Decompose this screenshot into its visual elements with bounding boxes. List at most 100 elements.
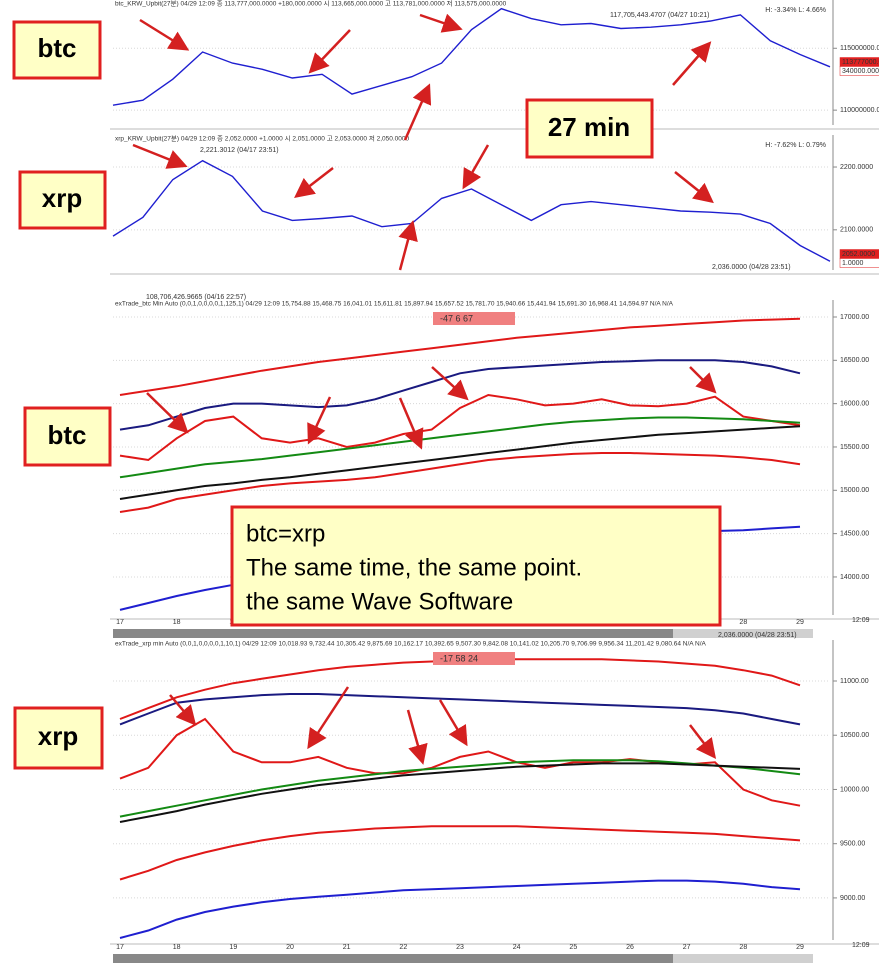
arrow (398, 397, 424, 450)
y-tick-label: 16000.00 (840, 400, 869, 407)
high-label: 2,221.3012 (04/17 23:51) (200, 147, 279, 154)
badge-label: -47 6 67 (440, 313, 473, 323)
callout-box (23, 406, 112, 467)
range-note: H: -3.34% L: 4.66% (765, 7, 826, 14)
y-tick-label: 15500.00 (840, 444, 869, 451)
charts: 115000000.0000 110000000.0000 btc_KRW_Upbi… (110, 0, 879, 963)
y-tick-label: 10500.00 (840, 732, 869, 739)
low-label: 108,706,426.9665 (04/16 22:57) (146, 294, 246, 301)
low-label: 2,036.0000 (04/28 23:51) (712, 264, 791, 271)
badge-label: -17 58 24 (440, 653, 478, 663)
arrow (438, 699, 468, 747)
x-tick-label: 23 (456, 944, 464, 951)
high-label: 117,705,443.4707 (04/27 10:21) (610, 12, 710, 19)
price-flag-label: 1.0000 (842, 260, 864, 267)
callouts: btc xrp 27 min btc btc=xrp The same time… (12, 20, 722, 770)
x-tick-label: 17 (116, 619, 124, 626)
arrow (672, 41, 712, 86)
series-line (119, 825, 801, 881)
badge (433, 652, 515, 665)
chart-header: xrp_KRW_Upbit(27분) 04/29 12:09 종 2,052.0… (115, 134, 410, 143)
scrollbar-thumb (113, 629, 673, 638)
y-tick-label: 16500.00 (840, 357, 869, 364)
arrow (462, 144, 490, 190)
arrow (146, 392, 189, 434)
series-line (119, 416, 801, 479)
price-flag-label: 113777000.0000 (842, 59, 879, 66)
y-tick-label: 2100.0000 (840, 227, 873, 234)
x-tick-label: 27 (683, 944, 691, 951)
chart-header: exTrade_xrp min Auto (0,0,1,0,0,0,0,1,10… (115, 641, 707, 648)
callout-box (525, 98, 654, 159)
arrow (139, 18, 190, 51)
series-line (119, 762, 801, 823)
series-line (112, 7, 831, 106)
arrow (169, 694, 197, 726)
callout-box (18, 170, 107, 230)
series-line (119, 317, 801, 396)
callout: btc (38, 33, 77, 63)
top-label: 2,036.0000 (04/28 23:51) (718, 632, 797, 639)
x-tick-label: 28 (739, 944, 747, 951)
series-line (119, 879, 801, 939)
callout: 27 min (548, 112, 630, 142)
arrow (674, 171, 714, 204)
x-tick-label: 25 (569, 944, 577, 951)
badge (433, 312, 515, 325)
chart-header: btc_KRW_Upbit(27분) 04/29 12:09 종 113,777… (115, 0, 507, 8)
y-tick-label: 17000.00 (840, 314, 869, 321)
callout: xrp (42, 183, 82, 213)
panel (113, 640, 830, 940)
series-line (119, 693, 801, 726)
chart-header: exTrade_btc Min Auto (0,0,1,0,0,0,0,1,12… (115, 301, 674, 308)
callout: btc (48, 420, 87, 450)
arrow (398, 220, 418, 271)
callout: xrp (38, 721, 78, 751)
y-tick-label: 14000.00 (840, 574, 869, 581)
callout-box (12, 20, 102, 80)
x-tick-label: 21 (343, 944, 351, 951)
time-label: 12:09 (852, 942, 870, 949)
arrow (689, 366, 717, 394)
y-tick-label: 9500.00 (840, 841, 865, 848)
y-tick-label: 14500.00 (840, 530, 869, 537)
price-flag-label: 2052.0000 (842, 251, 875, 258)
y-tick-label: 110000000.0000 (840, 107, 879, 114)
arrow (307, 396, 332, 445)
series-line (119, 359, 801, 431)
x-tick-label: 29 (796, 944, 804, 951)
x-tick-label: 20 (286, 944, 294, 951)
arrow (406, 709, 428, 765)
series-line (119, 452, 801, 513)
arrow (403, 83, 432, 141)
price-flag-label: 340000.0000 (842, 68, 879, 75)
y-tick-label: 2200.0000 (840, 164, 873, 171)
callout-line: btc=xrp (246, 520, 325, 547)
price-flag (839, 66, 879, 76)
series-line (119, 425, 801, 500)
scrollbar-thumb (113, 954, 673, 963)
arrow (419, 13, 463, 33)
x-tick-label: 19 (229, 944, 237, 951)
range-note: H: -7.62% L: 0.79% (765, 142, 826, 149)
y-tick-label: 15000.00 (840, 487, 869, 494)
price-flag (839, 258, 879, 268)
y-tick-label: 9000.00 (840, 895, 865, 902)
callout-line: the same Wave Software (246, 588, 513, 615)
series-line (119, 759, 801, 818)
y-tick-label: 10000.00 (840, 786, 869, 793)
arrow (294, 167, 334, 199)
y-tick-label: 11000.00 (840, 678, 869, 685)
x-tick-label: 26 (626, 944, 634, 951)
x-tick-label: 29 (796, 619, 804, 626)
arrow (431, 366, 469, 401)
arrow (689, 724, 717, 759)
x-tick-label: 18 (173, 944, 181, 951)
arrows (132, 13, 717, 765)
y-tick-label: 115000000.0000 (840, 45, 879, 52)
time-label: 12:09 (852, 617, 870, 624)
callout-line: The same time, the same point. (246, 554, 582, 581)
callout-box (13, 706, 104, 770)
x-tick-label: 17 (116, 944, 124, 951)
